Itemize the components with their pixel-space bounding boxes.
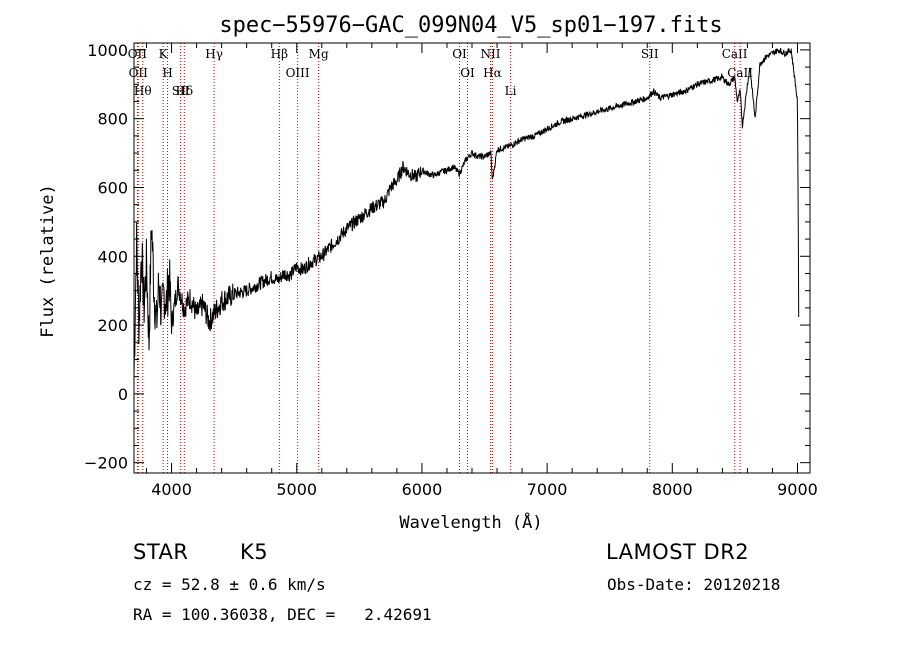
spectral-line-label: SII [641, 47, 659, 61]
spectrum-series [133, 47, 800, 378]
tick-labels: 4000 5000 6000 7000 8000 9000 −200 0 200 400 600 80… [84, 41, 818, 499]
spectral-line-label: OII [129, 66, 149, 80]
x-axis-label: Wavelength (Å) [399, 511, 542, 533]
spectral-line-label: Hδ [175, 84, 193, 98]
survey-name: LAMOST DR2 [606, 540, 750, 564]
spectrum-line [133, 47, 800, 378]
x-tick-label: 5000 [276, 480, 317, 499]
spectral-line-label: OI [460, 66, 475, 80]
spectral-line-label: OI [452, 47, 467, 61]
x-tick-label: 4000 [151, 480, 192, 499]
spectral-line-label: Hγ [205, 47, 223, 61]
spectral-line-label: OII [128, 47, 148, 61]
spectral-line-label: H [162, 66, 172, 80]
spectral-line-label: NII [481, 47, 501, 61]
spectral-line-label: Li [505, 84, 517, 98]
y-tick-label: 0 [118, 385, 128, 404]
spectral-line-label: Hβ [271, 47, 288, 61]
y-tick-label: 800 [97, 110, 128, 129]
object-class: STAR [133, 540, 189, 564]
spectral-line-label: Hθ [134, 84, 152, 98]
spectral-line-label: Hα [483, 66, 502, 80]
spectral-line-label: Mg [309, 47, 329, 61]
chart-title: spec−55976−GAC_099N04_V5_sp01−197.fits [219, 13, 722, 38]
y-tick-label: 1000 [87, 41, 128, 60]
y-tick-label: 400 [97, 247, 128, 266]
plot-frame [133, 42, 811, 474]
x-tick-label: 8000 [652, 480, 693, 499]
redshift-velocity: cz = 52.8 ± 0.6 km/s [133, 575, 326, 594]
spectral-line-label: SII [172, 84, 190, 98]
object-subclass: K5 [240, 540, 269, 564]
y-tick-label: 200 [97, 316, 128, 335]
x-tick-label: 7000 [527, 480, 568, 499]
x-tick-label: 9000 [777, 480, 818, 499]
y-tick-label: 600 [97, 178, 128, 197]
spectral-line-label: OIII [286, 66, 310, 80]
x-tick-label: 6000 [402, 480, 443, 499]
coordinates: RA = 100.36038, DEC = 2.42691 [133, 605, 432, 624]
y-axis-label: Flux (relative) [38, 184, 58, 338]
spectral-line-label: CaII [722, 47, 748, 61]
observation-date: Obs-Date: 20120218 [607, 575, 781, 594]
y-tick-label: −200 [84, 454, 128, 473]
spectral-line-label: K [159, 47, 169, 61]
axes [133, 42, 811, 474]
